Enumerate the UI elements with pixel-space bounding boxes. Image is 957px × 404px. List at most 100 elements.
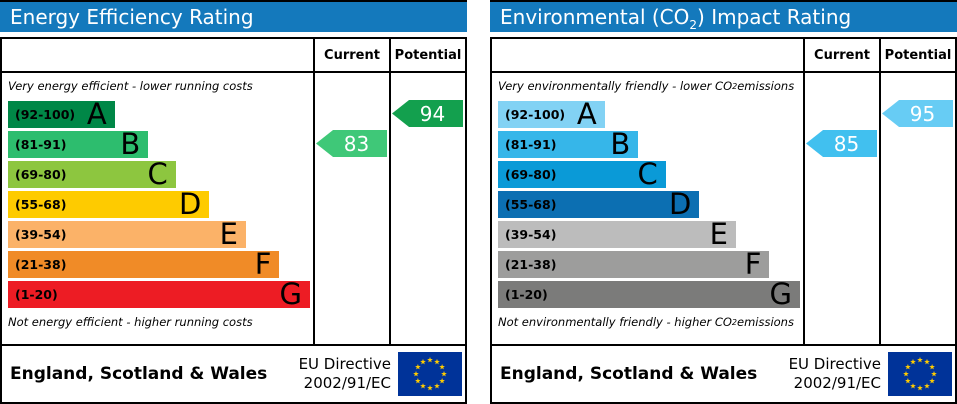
energy-potential-value: 94 — [419, 101, 446, 126]
energy-panel-title: Energy Efficiency Rating — [0, 0, 467, 32]
env-chart-body: Very environmentally friendly - lower CO… — [492, 73, 955, 344]
band-row-c: (69-80) C — [8, 159, 313, 189]
band-e-letter: E — [219, 216, 238, 251]
band-d-letter: D — [178, 186, 202, 221]
environmental-impact-panel: Environmental (CO2) Impact Rating Curren… — [490, 0, 957, 404]
energy-bands: (92-100) A (81-91) B (69 — [2, 99, 313, 309]
energy-potential-arrow: 94 — [392, 100, 463, 127]
env-potential-arrow: 95 — [882, 100, 953, 127]
energy-bottom-note: Not energy efficient - higher running co… — [8, 315, 253, 329]
eu-flag-icon — [888, 352, 952, 396]
band-g-range: (1-20) — [15, 286, 58, 302]
region-label: England, Scotland & Wales — [10, 364, 268, 384]
energy-current-arrow: 83 — [316, 130, 387, 157]
energy-footer: England, Scotland & Wales EU Directive 2… — [2, 344, 465, 402]
env-potential-column: 95 — [879, 73, 955, 344]
band-d: (55-68) D — [8, 186, 210, 221]
eu-directive-label: EU Directive 2002/91/EC — [299, 355, 391, 393]
env-current-column: 85 — [803, 73, 879, 344]
band-f: (21-38) F — [8, 246, 280, 281]
band-c-range: (69-80) — [505, 166, 557, 182]
energy-current-column: 83 — [313, 73, 389, 344]
band-a-letter: A — [86, 96, 107, 131]
band-d-letter: D — [668, 186, 692, 221]
region-label: England, Scotland & Wales — [500, 364, 758, 384]
band-f-range: (21-38) — [15, 256, 67, 272]
band-b-range: (81-91) — [15, 136, 67, 152]
eu-directive-label: EU Directive 2002/91/EC — [789, 355, 881, 393]
band-e: (39-54) E — [8, 216, 246, 251]
band-b: (81-91) B — [498, 126, 639, 161]
band-c-letter: C — [147, 156, 168, 191]
environmental-panel-title: Environmental (CO2) Impact Rating — [490, 0, 957, 32]
band-e-letter: E — [709, 216, 728, 251]
band-g-letter: G — [769, 276, 792, 311]
energy-band-chart: Very energy efficient - lower running co… — [2, 73, 313, 344]
current-column-header: Current — [803, 39, 879, 71]
band-d: (55-68) D — [498, 186, 700, 221]
band-row-a: (92-100) A — [498, 99, 803, 129]
env-bottom-note-sub: 2 — [731, 317, 737, 327]
band-row-f: (21-38) F — [8, 249, 313, 279]
band-row-b: (81-91) B — [8, 129, 313, 159]
env-footer: England, Scotland & Wales EU Directive 2… — [492, 344, 955, 402]
band-c-letter: C — [637, 156, 658, 191]
env-bottom-note-pre: Not environmentally friendly - higher CO — [498, 315, 732, 329]
band-b-letter: B — [120, 126, 141, 161]
band-g-letter: G — [279, 276, 302, 311]
band-row-e: (39-54) E — [8, 219, 313, 249]
env-top-note-post: emissions — [737, 79, 795, 93]
env-bottom-note: Not environmentally friendly - higher CO… — [492, 309, 803, 335]
band-row-e: (39-54) E — [498, 219, 803, 249]
band-b: (81-91) B — [8, 126, 149, 161]
band-a-range: (92-100) — [505, 106, 566, 122]
env-bands: (92-100) A (81-91) B (69 — [492, 99, 803, 309]
energy-efficiency-panel: Energy Efficiency Rating Current Potenti… — [0, 0, 467, 404]
band-c: (69-80) C — [8, 156, 176, 191]
band-b-letter: B — [610, 126, 631, 161]
energy-header-row: Current Potential — [2, 39, 465, 73]
eu-directive-line1: EU Directive — [298, 355, 391, 374]
band-row-b: (81-91) B — [498, 129, 803, 159]
band-row-f: (21-38) F — [498, 249, 803, 279]
env-top-note-sub: 2 — [732, 81, 738, 91]
env-band-chart: Very environmentally friendly - lower CO… — [492, 73, 803, 344]
band-e-range: (39-54) — [505, 226, 557, 242]
energy-potential-column: 94 — [389, 73, 465, 344]
band-f-letter: F — [744, 246, 762, 281]
band-f-letter: F — [254, 246, 272, 281]
env-potential-value: 95 — [909, 101, 936, 126]
env-current-arrow: 85 — [806, 130, 877, 157]
band-g-range: (1-20) — [505, 286, 548, 302]
band-e-range: (39-54) — [15, 226, 67, 242]
band-e: (39-54) E — [498, 216, 736, 251]
energy-rating-table: Current Potential Very energy efficient … — [0, 37, 467, 404]
env-bottom-note-post: emissions — [737, 315, 794, 329]
header-spacer — [492, 39, 803, 71]
band-d-range: (55-68) — [15, 196, 67, 212]
band-c: (69-80) C — [498, 156, 666, 191]
eu-directive-line2: 2002/91/EC — [303, 374, 391, 392]
band-f: (21-38) F — [498, 246, 770, 281]
band-g: (1-20) G — [498, 276, 800, 311]
band-g: (1-20) G — [8, 276, 310, 311]
band-f-range: (21-38) — [505, 256, 557, 272]
band-a-range: (92-100) — [15, 106, 76, 122]
band-row-d: (55-68) D — [498, 189, 803, 219]
potential-column-header: Potential — [389, 39, 465, 71]
energy-current-value: 83 — [343, 131, 370, 156]
band-row-g: (1-20) G — [8, 279, 313, 309]
eu-flag-icon — [398, 352, 462, 396]
band-b-range: (81-91) — [505, 136, 557, 152]
band-row-a: (92-100) A — [8, 99, 313, 129]
env-title-pre: Environmental (CO — [500, 5, 690, 29]
band-c-range: (69-80) — [15, 166, 67, 182]
env-title-sub: 2 — [689, 18, 698, 32]
band-row-c: (69-80) C — [498, 159, 803, 189]
band-row-d: (55-68) D — [8, 189, 313, 219]
env-top-note: Very environmentally friendly - lower CO… — [492, 73, 803, 99]
band-d-range: (55-68) — [505, 196, 557, 212]
environmental-rating-table: Current Potential Very environmentally f… — [490, 37, 957, 404]
band-a: (92-100) A — [8, 96, 115, 131]
